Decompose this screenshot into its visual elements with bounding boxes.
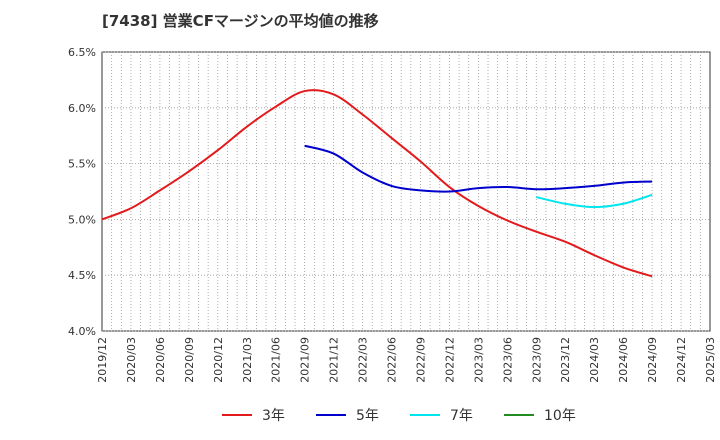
x-tick-label: 2022/12 — [443, 337, 456, 383]
x-tick-label: 2022/06 — [386, 337, 399, 383]
x-tick-label: 2021/09 — [299, 337, 312, 383]
legend-swatch — [504, 414, 534, 416]
legend-swatch — [316, 414, 346, 416]
x-tick-label: 2020/12 — [212, 337, 225, 383]
legend-item: 3年 — [222, 403, 285, 427]
plot-area — [101, 51, 711, 332]
x-tick-label: 2020/03 — [125, 337, 138, 383]
legend-label: 7年 — [450, 408, 473, 424]
y-tick-label: 6.0% — [68, 102, 96, 115]
x-axis-ticks: 2019/12 2020/03 2020/06 2020/09 2020/12 2021/… — [96, 337, 717, 383]
x-tick-label: 2023/12 — [559, 337, 572, 383]
x-tick-label: 2021/06 — [270, 337, 283, 383]
legend: 3年 5年 7年 10年 — [0, 403, 720, 427]
x-tick-label: 2021/03 — [241, 337, 254, 383]
x-tick-label: 2024/09 — [646, 337, 659, 383]
legend-label: 10年 — [544, 408, 576, 424]
legend-swatch — [222, 414, 252, 416]
x-tick-label: 2019/12 — [96, 337, 109, 383]
x-tick-label: 2024/12 — [675, 337, 688, 383]
x-tick-label: 2023/06 — [501, 337, 514, 383]
y-axis-ticks: 6.5% 6.0% 5.5% 5.0% 4.5% 4.0% — [68, 46, 96, 338]
x-tick-label: 2020/09 — [183, 337, 196, 383]
x-tick-label: 2022/09 — [414, 337, 427, 383]
series-line-7年 — [536, 193, 653, 209]
legend-label: 3年 — [262, 408, 285, 424]
x-tick-label: 2022/03 — [357, 337, 370, 383]
x-tick-label: 2024/06 — [617, 337, 630, 383]
y-tick-label: 5.5% — [68, 158, 96, 171]
series-lines — [101, 89, 653, 278]
grid-lines — [102, 51, 710, 332]
chart-title: [7438] 営業CFマージンの平均値の推移 — [102, 12, 379, 30]
y-tick-label: 5.0% — [68, 213, 96, 226]
legend-item: 10年 — [504, 403, 576, 427]
x-tick-label: 2023/09 — [530, 337, 543, 383]
legend-swatch — [410, 414, 440, 416]
series-line-5年 — [304, 144, 653, 193]
x-tick-label: 2021/12 — [328, 337, 341, 383]
x-tick-label: 2025/03 — [704, 337, 717, 383]
y-tick-label: 6.5% — [68, 46, 96, 59]
legend-item: 5年 — [316, 403, 379, 427]
series-line-3年 — [101, 89, 653, 278]
y-tick-label: 4.0% — [68, 325, 96, 338]
legend-item: 7年 — [410, 403, 473, 427]
x-tick-label: 2020/06 — [154, 337, 167, 383]
x-tick-label: 2024/03 — [588, 337, 601, 383]
y-tick-label: 4.5% — [68, 269, 96, 282]
legend-label: 5年 — [356, 408, 379, 424]
x-tick-label: 2023/03 — [472, 337, 485, 383]
